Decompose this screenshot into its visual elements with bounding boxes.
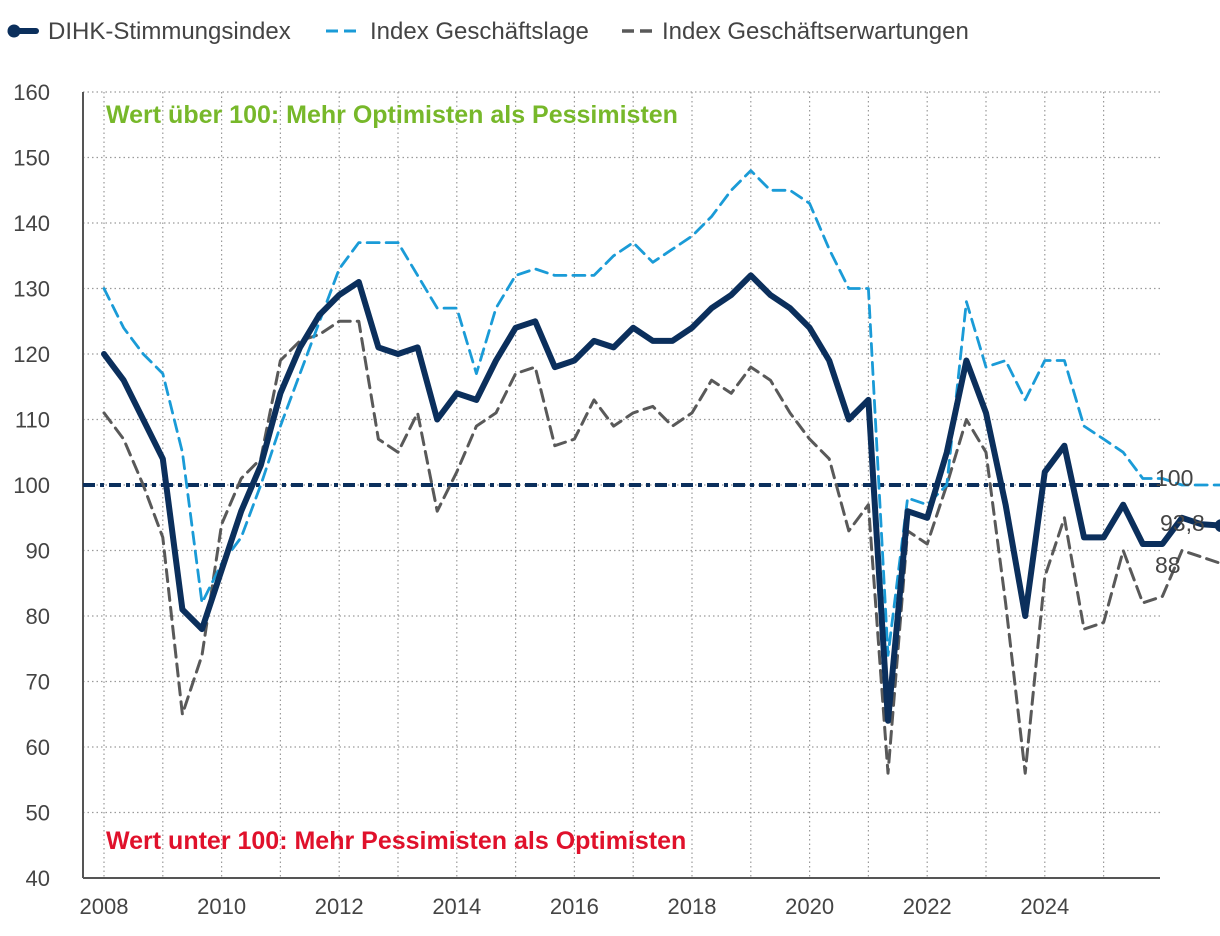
x-tick-label: 2024 <box>1020 894 1069 919</box>
end-label-erwartungen: 88 <box>1155 552 1181 578</box>
reference-line-label: 100 <box>1155 465 1193 491</box>
y-tick-label: 110 <box>15 408 50 433</box>
x-tick-label: 2014 <box>432 894 481 919</box>
y-tick-label: 60 <box>26 735 50 760</box>
x-tick-label: 2008 <box>80 894 129 919</box>
legend-label-geschaeftserwartungen: Index Geschäftserwartungen <box>662 18 969 45</box>
y-tick-label: 150 <box>13 146 50 171</box>
legend-item-geschaeftserwartungen: Index Geschäftserwartungen <box>622 18 969 45</box>
y-tick-label: 90 <box>26 539 50 564</box>
end-label-stimmungsindex: 93,8 <box>1160 510 1205 536</box>
y-tick-label: 80 <box>26 604 50 629</box>
x-tick-label: 2012 <box>315 894 364 919</box>
y-tick-label: 40 <box>26 866 50 891</box>
legend-item-stimmungsindex: DIHK-Stimmungsindex <box>7 18 291 45</box>
y-tick-label: 120 <box>13 342 50 367</box>
series-layer <box>101 169 1220 775</box>
legend-label-stimmungsindex: DIHK-Stimmungsindex <box>48 18 291 45</box>
annotation-below-100: Wert unter 100: Mehr Pessimisten als Opt… <box>106 827 686 855</box>
y-tick-label: 50 <box>26 801 50 826</box>
legend: DIHK-Stimmungsindex Index Geschäftslage … <box>7 18 969 45</box>
series-line-0 <box>101 272 1220 724</box>
y-tick-label: 130 <box>13 277 50 302</box>
annotation-above-100: Wert über 100: Mehr Optimisten als Pessi… <box>106 101 678 129</box>
x-tick-label: 2020 <box>785 894 834 919</box>
y-axis: 40 50 60 70 80 90 100 110 120 130 140 150 160 <box>13 80 84 891</box>
series-end-marker-0 <box>1214 519 1220 532</box>
legend-marker-stimmungsindex <box>7 24 21 38</box>
y-tick-label: 160 <box>13 80 50 105</box>
x-tick-label: 2022 <box>903 894 952 919</box>
x-tick-label: 2018 <box>668 894 717 919</box>
x-axis: 2008 2010 2012 2014 2016 2018 2020 2022 2024 <box>80 877 1160 919</box>
x-tick-label: 2016 <box>550 894 599 919</box>
y-tick-label: 140 <box>13 211 50 236</box>
legend-label-geschaeftslage: Index Geschäftslage <box>370 18 589 45</box>
y-tick-label: 100 <box>13 473 50 498</box>
legend-item-geschaeftslage: Index Geschäftslage <box>326 18 589 45</box>
x-tick-label: 2010 <box>197 894 246 919</box>
y-tick-label: 70 <box>26 670 50 695</box>
series-line-2 <box>102 319 1220 775</box>
series-line-1 <box>102 169 1220 657</box>
